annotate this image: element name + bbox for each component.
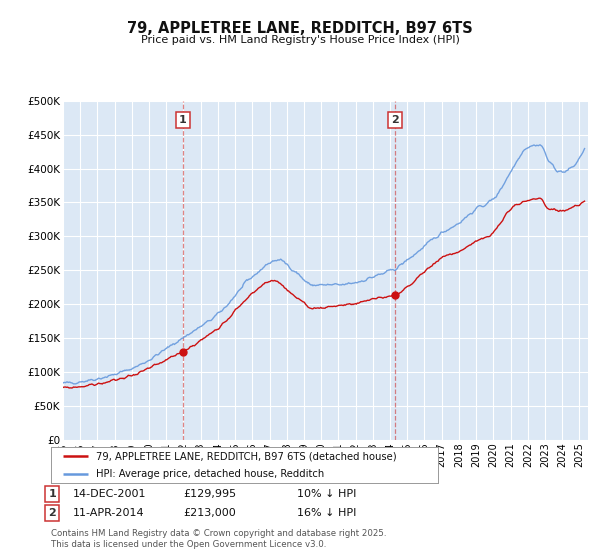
Text: 79, APPLETREE LANE, REDDITCH, B97 6TS: 79, APPLETREE LANE, REDDITCH, B97 6TS: [127, 21, 473, 36]
Text: 10% ↓ HPI: 10% ↓ HPI: [297, 489, 356, 499]
Text: 2: 2: [49, 508, 56, 518]
Text: 79, APPLETREE LANE, REDDITCH, B97 6TS (detached house): 79, APPLETREE LANE, REDDITCH, B97 6TS (d…: [95, 451, 396, 461]
Text: Contains HM Land Registry data © Crown copyright and database right 2025.
This d: Contains HM Land Registry data © Crown c…: [51, 529, 386, 549]
Text: 14-DEC-2001: 14-DEC-2001: [73, 489, 146, 499]
Text: Price paid vs. HM Land Registry's House Price Index (HPI): Price paid vs. HM Land Registry's House …: [140, 35, 460, 45]
Text: 1: 1: [49, 489, 56, 499]
Text: 16% ↓ HPI: 16% ↓ HPI: [297, 508, 356, 518]
Text: HPI: Average price, detached house, Redditch: HPI: Average price, detached house, Redd…: [95, 469, 324, 479]
Text: £213,000: £213,000: [183, 508, 236, 518]
Text: 11-APR-2014: 11-APR-2014: [73, 508, 145, 518]
Text: 1: 1: [179, 115, 187, 125]
Text: £129,995: £129,995: [183, 489, 236, 499]
Text: 2: 2: [391, 115, 399, 125]
